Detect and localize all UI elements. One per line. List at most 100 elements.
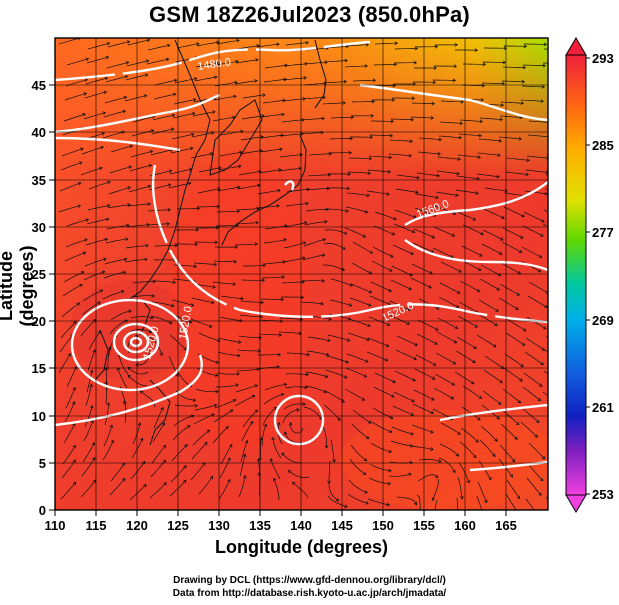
streamline <box>285 373 309 376</box>
streamline <box>526 155 548 159</box>
streamline <box>547 301 548 302</box>
streamline-arrowhead <box>561 217 564 220</box>
streamline <box>433 226 455 237</box>
streamline-arrowhead <box>516 292 520 296</box>
streamline-arrowhead <box>346 186 351 191</box>
streamline <box>346 353 369 363</box>
streamline <box>102 131 125 139</box>
streamline-arrowhead <box>168 169 173 173</box>
streamline <box>525 337 545 351</box>
streamline <box>263 239 287 244</box>
streamline <box>240 300 264 303</box>
streamline <box>414 368 436 380</box>
x-tick-label: 130 <box>208 518 230 533</box>
streamline <box>288 470 310 478</box>
streamline <box>499 283 520 296</box>
streamline <box>283 241 306 249</box>
streamline-arrowhead <box>161 422 166 426</box>
streamline-arrowhead <box>466 479 471 484</box>
streamline <box>174 78 197 84</box>
streamline <box>503 206 525 218</box>
streamline-arrowhead <box>144 73 149 77</box>
streamline <box>432 478 439 501</box>
streamline <box>84 258 107 267</box>
streamline-arrowhead <box>72 459 76 464</box>
streamline-arrowhead <box>137 422 142 426</box>
streamline-arrowhead <box>212 285 216 289</box>
colorbar: 293 285 277 269 261 253 <box>565 37 614 513</box>
streamline <box>367 498 390 506</box>
streamline <box>545 174 548 176</box>
streamline-arrowhead <box>518 136 522 141</box>
streamline <box>520 421 538 438</box>
streamline-arrowhead <box>410 431 414 436</box>
streamline-arrowhead <box>324 445 329 449</box>
streamline <box>390 279 412 290</box>
streamline-arrowhead <box>148 163 153 168</box>
streamline <box>264 383 287 391</box>
streamline <box>238 475 246 498</box>
streamline-arrowhead <box>521 213 525 218</box>
x-tick-label: 155 <box>413 518 435 533</box>
streamline-arrowhead <box>242 474 247 479</box>
streamline-arrowhead <box>519 235 524 239</box>
streamline-arrowhead <box>282 98 286 103</box>
streamline-arrowhead <box>233 259 238 264</box>
y-tick-label: 15 <box>32 361 46 376</box>
streamline-arrowhead <box>549 121 552 124</box>
streamline <box>150 149 173 156</box>
y-tick-label: 5 <box>39 456 46 471</box>
streamline-arrowhead <box>143 94 148 98</box>
streamline-arrowhead <box>451 382 456 386</box>
streamline-arrowhead <box>76 302 81 306</box>
streamline <box>304 385 327 393</box>
streamline-arrowhead <box>227 478 231 483</box>
streamline <box>283 403 306 410</box>
streamline <box>300 301 324 305</box>
streamline <box>394 209 417 218</box>
streamline <box>236 208 260 211</box>
streamline <box>505 171 529 176</box>
streamline-arrowhead <box>478 253 483 257</box>
streamline-arrowhead <box>78 38 81 41</box>
streamline <box>526 477 542 496</box>
streamline-arrowhead <box>393 216 397 221</box>
streamline-arrowhead <box>85 57 90 62</box>
streamline <box>371 260 393 272</box>
streamline-arrowhead <box>390 254 394 258</box>
streamline-arrowhead <box>499 117 503 122</box>
streamline <box>411 424 434 433</box>
streamline <box>240 440 248 463</box>
streamline <box>324 229 347 235</box>
streamline <box>234 243 258 246</box>
streamline <box>438 135 462 139</box>
streamline-arrowhead <box>384 357 389 362</box>
streamline-arrowhead <box>227 457 231 461</box>
streamline-arrowhead <box>83 92 88 96</box>
streamline <box>62 284 83 297</box>
streamline-arrowhead <box>101 132 105 136</box>
streamline-arrowhead <box>79 161 83 165</box>
streamline <box>131 295 155 298</box>
streamline <box>172 425 191 441</box>
streamline-arrowhead <box>89 405 94 409</box>
streamline <box>366 190 390 195</box>
streamline-arrowhead <box>372 78 377 83</box>
streamline <box>301 118 325 121</box>
streamline <box>80 167 103 176</box>
streamline <box>525 498 535 510</box>
streamline <box>241 115 265 120</box>
streamline <box>192 429 210 446</box>
streamline-arrowhead <box>196 206 201 211</box>
streamline <box>350 444 367 462</box>
streamline-arrowhead <box>124 319 129 323</box>
streamline <box>60 481 77 500</box>
streamline <box>237 184 261 190</box>
streamline-arrowhead <box>410 251 415 256</box>
streamline <box>282 409 300 424</box>
streamline <box>87 205 110 211</box>
streamline <box>191 442 208 460</box>
streamline <box>388 153 412 157</box>
streamline-arrowhead <box>150 315 154 320</box>
streamline-arrowhead <box>173 78 178 83</box>
